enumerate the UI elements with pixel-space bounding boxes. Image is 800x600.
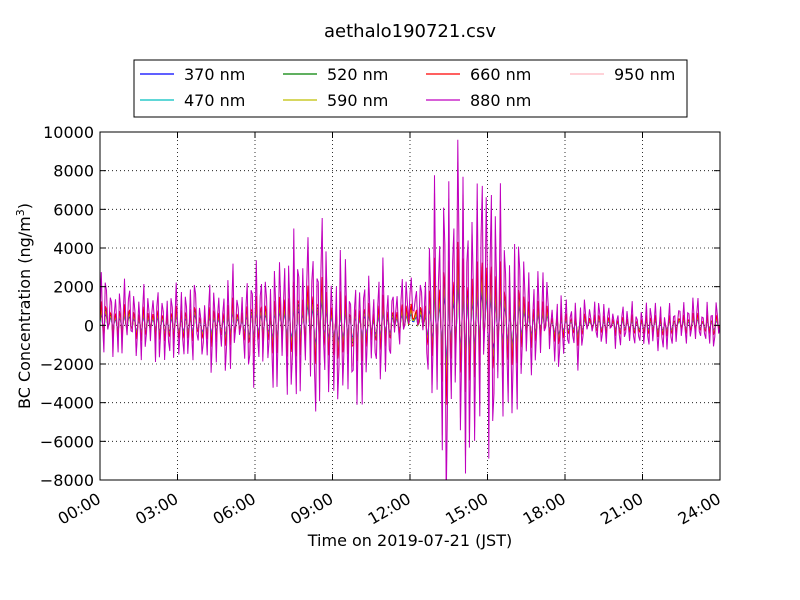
y-tick-label: 2000 [53,278,94,297]
y-tick-label: −2000 [40,355,94,374]
x-axis-label: Time on 2019-07-21 (JST) [307,531,512,550]
y-axis-label-main: BC Concentration (ng/m [15,216,34,409]
chart-title: aethalo190721.csv [324,21,496,42]
legend: 370 nm 470 nm 520 nm 590 nm 660 nm 880 nm 950 … [133,59,688,118]
ticks [99,131,721,481]
legend-items: 370 nm 470 nm 520 nm 590 nm 660 nm 880 nm 950 … [140,65,675,110]
y-axis-label-superscript: 3 [14,209,27,216]
legend-label-370-nm: 370 nm [184,65,245,84]
y-tick-label: 0 [84,316,94,335]
y-tick-label: 10000 [43,123,94,142]
legend-label-880-nm: 880 nm [470,91,531,110]
y-axis-label: BC Concentration (ng/m3) [14,203,34,409]
y-tick-label: −4000 [40,394,94,413]
legend-label-590-nm: 590 nm [327,91,388,110]
y-axis-label-close: ) [15,203,34,209]
series-line-880-nm [100,139,720,480]
y-tick-label: 8000 [53,162,94,181]
series-layer [100,139,720,480]
y-tick-label: −8000 [40,471,94,490]
legend-label-470-nm: 470 nm [184,91,245,110]
legend-box [133,59,688,118]
legend-label-660-nm: 660 nm [470,65,531,84]
y-tick-label: −6000 [40,432,94,451]
y-tick-labels: −8000 −6000 −4000 −2000 0 2000 4000 6000 8000 100… [40,123,94,490]
legend-label-520-nm: 520 nm [327,65,388,84]
legend-label-950-nm: 950 nm [614,65,675,84]
y-tick-label: 4000 [53,239,94,258]
y-tick-label: 6000 [53,200,94,219]
